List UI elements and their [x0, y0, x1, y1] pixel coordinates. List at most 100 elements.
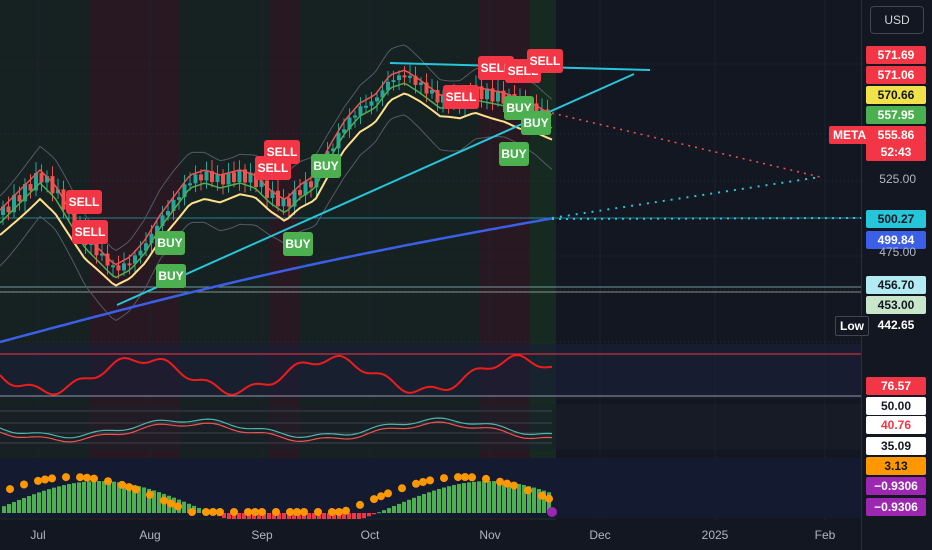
x-tick-label: Oct	[361, 528, 380, 542]
candle-body	[336, 132, 341, 149]
hist-bar	[47, 489, 51, 513]
candle-body	[485, 88, 489, 100]
candle-body	[397, 75, 401, 81]
hist-bar	[347, 513, 351, 519]
candle-body	[309, 181, 313, 188]
price-label: 456.70	[866, 276, 926, 294]
x-tick-label: Jul	[30, 528, 45, 542]
ma-yellow	[0, 92, 553, 287]
candle-body	[534, 103, 539, 116]
hist-bar	[237, 513, 241, 519]
buy-signal: BUY	[499, 142, 529, 166]
candle-body	[1, 206, 5, 215]
hist-bar	[427, 492, 431, 513]
hist-bar	[417, 495, 421, 513]
candle-body	[226, 172, 231, 185]
signal-label: BUY	[157, 236, 182, 250]
hist-bar	[117, 482, 121, 513]
hist-dot	[146, 490, 154, 499]
hist-dot	[398, 484, 406, 493]
band-lower	[0, 114, 553, 321]
candle-body	[12, 195, 16, 213]
hist-bar	[252, 513, 256, 519]
hist-bar	[372, 513, 376, 515]
hist-dot	[370, 495, 378, 504]
x-tick-label: Nov	[479, 528, 500, 542]
hist-bar	[277, 513, 281, 519]
candle-body	[210, 171, 214, 182]
currency-button[interactable]: USD	[870, 6, 924, 34]
hist-dot	[209, 508, 217, 516]
candle-body	[347, 117, 352, 130]
hist-dot	[34, 476, 42, 485]
hist-dot	[83, 473, 91, 482]
hist-bar	[442, 487, 446, 513]
rsi-bg	[0, 344, 862, 398]
hist-dot	[251, 508, 259, 516]
candle-body	[28, 184, 33, 191]
hist-bar	[542, 490, 546, 513]
candle-body	[105, 253, 110, 266]
sell-signal: SELL	[443, 85, 479, 109]
hist-dot	[167, 499, 175, 508]
hist-bar	[102, 481, 106, 513]
rsi-label: 76.57	[866, 377, 926, 395]
candle-body	[430, 89, 434, 94]
candle-body	[138, 250, 143, 256]
hist-bar	[387, 508, 391, 513]
hist-bar	[82, 481, 86, 513]
signal-label: BUY	[523, 116, 548, 130]
hist-bar	[97, 481, 101, 513]
hist-bar	[72, 483, 76, 513]
candle-body	[204, 171, 209, 181]
hist-dot	[244, 508, 252, 516]
candle-body	[111, 265, 115, 268]
hist-bar	[32, 494, 36, 513]
candle-body	[243, 169, 247, 183]
candle-body	[199, 174, 203, 181]
hist-bar	[537, 489, 541, 513]
hist-dot	[328, 508, 336, 516]
hist-bar	[272, 513, 276, 519]
price-label: 52:43	[866, 143, 926, 161]
hist-bar	[327, 513, 331, 519]
hist-dot	[6, 485, 14, 494]
hist-dot	[377, 492, 385, 501]
signal-label: SELL	[530, 54, 561, 68]
sell-tag	[443, 85, 479, 109]
hist-bar	[132, 484, 136, 513]
price-label: 571.06	[866, 66, 926, 84]
candle-body	[314, 172, 319, 188]
hist-bar	[482, 481, 486, 513]
hist-dot	[216, 508, 224, 516]
candle-body	[501, 90, 506, 104]
candle-body	[254, 172, 258, 187]
ma-long-blue	[0, 217, 553, 344]
buy-tag	[155, 231, 185, 255]
candle-body	[292, 190, 297, 207]
oscillator-pane	[0, 404, 862, 450]
candle-body	[188, 183, 192, 186]
hist-bar	[452, 485, 456, 513]
sell-tag	[527, 49, 563, 73]
candle-body	[155, 225, 159, 234]
candle-body	[490, 88, 495, 102]
hist-dot	[104, 477, 112, 486]
sell-signal: SELL	[255, 156, 291, 180]
sell-signal: SELL	[72, 220, 108, 244]
candle-body	[419, 82, 423, 85]
hist-bar	[152, 490, 156, 513]
signal-label: SELL	[75, 225, 106, 239]
hist-bar	[27, 496, 31, 513]
projection-cyan	[551, 217, 863, 220]
hist-bar	[447, 486, 451, 513]
hist-dot	[419, 478, 427, 486]
candle-body	[259, 180, 264, 187]
candle-body	[149, 233, 154, 244]
hist-dot	[356, 500, 364, 509]
hist-label: −0.9306	[866, 498, 926, 516]
candle-body	[479, 86, 484, 100]
candle-body	[281, 198, 286, 207]
hist-bar	[397, 503, 401, 513]
